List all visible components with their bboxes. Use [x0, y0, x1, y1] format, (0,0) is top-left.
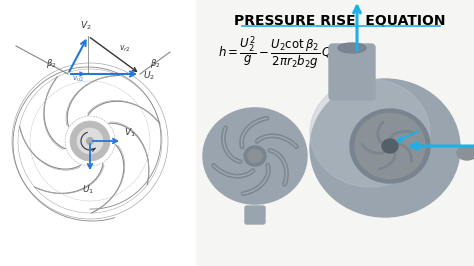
- Text: $V_1$: $V_1$: [124, 127, 136, 139]
- Ellipse shape: [355, 114, 425, 178]
- Ellipse shape: [244, 146, 266, 166]
- Ellipse shape: [382, 139, 398, 153]
- Ellipse shape: [338, 43, 366, 53]
- Ellipse shape: [457, 146, 474, 160]
- FancyBboxPatch shape: [245, 206, 265, 224]
- Text: $\beta_2$: $\beta_2$: [150, 57, 161, 70]
- Ellipse shape: [310, 79, 430, 187]
- Circle shape: [86, 137, 94, 145]
- Text: $\beta_2$: $\beta_2$: [46, 57, 56, 70]
- Circle shape: [70, 121, 110, 161]
- Ellipse shape: [310, 79, 460, 217]
- Text: $v_{u2}$: $v_{u2}$: [72, 75, 84, 84]
- Ellipse shape: [248, 149, 262, 163]
- Ellipse shape: [350, 109, 430, 183]
- Text: $U_2$: $U_2$: [143, 70, 155, 82]
- Text: $U_1$: $U_1$: [82, 183, 94, 196]
- FancyBboxPatch shape: [0, 0, 195, 266]
- Text: $v_{r2}$: $v_{r2}$: [119, 44, 131, 55]
- Text: $h = \dfrac{U_2^2}{g} - \dfrac{U_2 \cot \beta_2}{2\pi r_2 b_2 g}\,Q$: $h = \dfrac{U_2^2}{g} - \dfrac{U_2 \cot …: [218, 34, 332, 71]
- FancyBboxPatch shape: [329, 44, 375, 100]
- Text: $V_2$: $V_2$: [80, 19, 92, 32]
- Ellipse shape: [203, 108, 307, 204]
- Circle shape: [77, 128, 103, 154]
- Text: PRESSURE RISE  EQUATION: PRESSURE RISE EQUATION: [234, 14, 446, 28]
